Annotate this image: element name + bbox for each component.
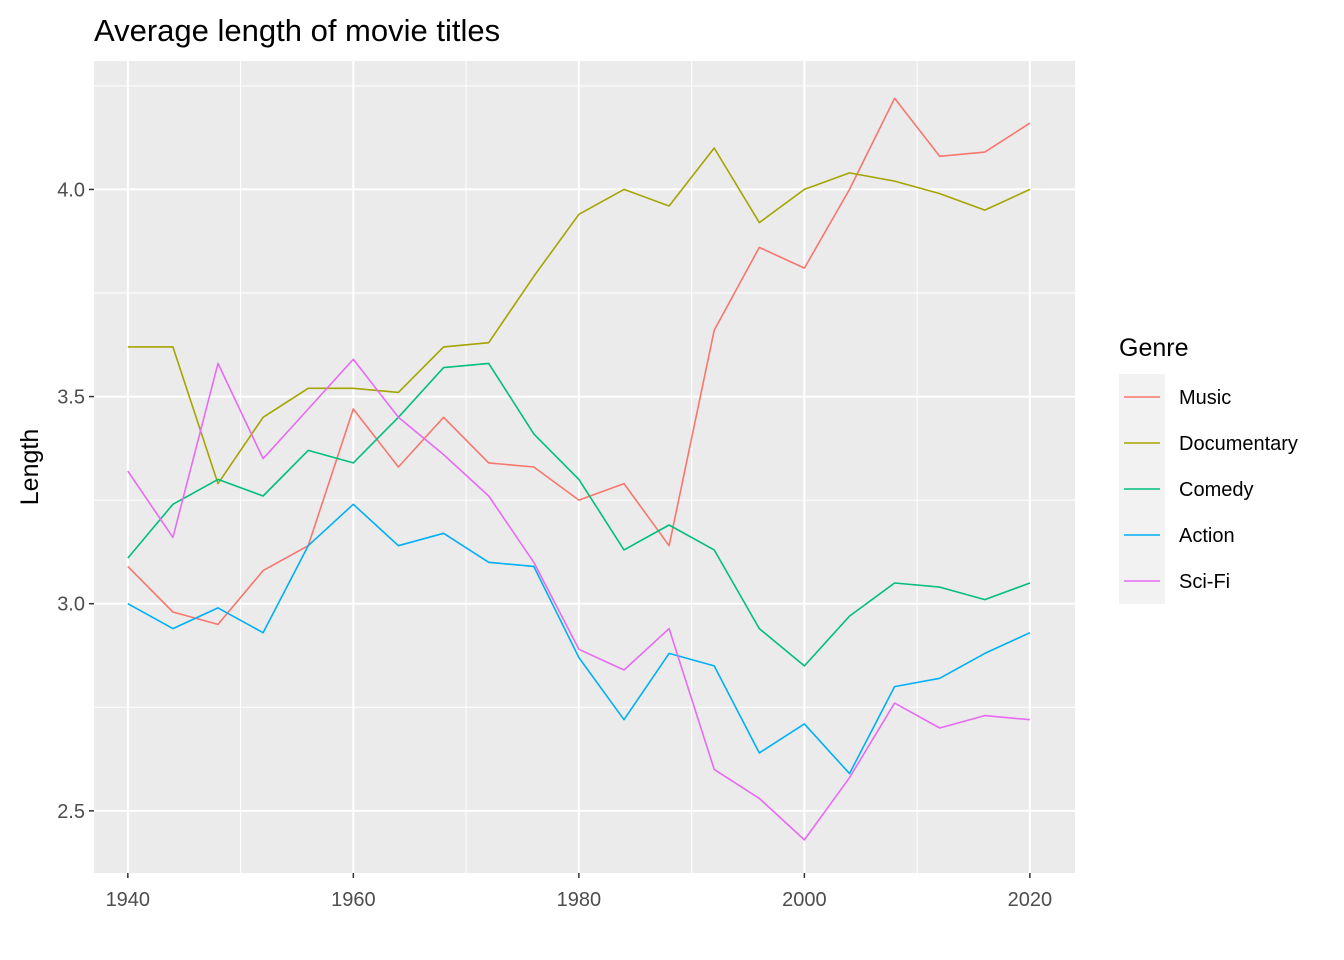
legend-item: Comedy — [1119, 466, 1253, 512]
legend-label: Comedy — [1179, 479, 1253, 501]
x-axis: 1940 1960 1980 2000 2020 — [106, 873, 1053, 911]
plot-panel — [94, 61, 1075, 873]
legend-item: Sci-Fi — [1119, 558, 1230, 604]
legend-item: Music — [1119, 374, 1231, 420]
legend-item: Documentary — [1119, 420, 1298, 466]
x-tick-label: 1980 — [557, 889, 602, 911]
y-axis: 2.5 3.0 3.5 4.0 — [57, 179, 94, 823]
legend-label: Action — [1179, 525, 1235, 547]
y-tick-label: 2.5 — [57, 801, 85, 823]
legend-title: Genre — [1119, 334, 1188, 362]
series-line-action — [127, 503, 1031, 775]
legend-item: Action — [1119, 512, 1235, 558]
x-tick-label: 1940 — [106, 889, 151, 911]
legend-label: Music — [1179, 387, 1231, 409]
minor-gridlines — [94, 61, 1075, 873]
series-line-documentary — [127, 147, 1031, 485]
series-lines — [127, 97, 1031, 841]
legend-label: Documentary — [1179, 433, 1298, 455]
series-line-music — [127, 97, 1031, 626]
x-tick-label: 2020 — [1008, 889, 1053, 911]
legend-label: Sci-Fi — [1179, 571, 1230, 593]
chart-title: Average length of movie titles — [94, 13, 500, 48]
x-tick-label: 2000 — [782, 889, 827, 911]
series-line-comedy — [127, 362, 1031, 667]
y-tick-label: 3.5 — [57, 387, 85, 409]
legend: Genre Music Documentary Comedy Action Sci-Fi — [1119, 334, 1298, 604]
x-tick-label: 1960 — [331, 889, 376, 911]
y-tick-label: 4.0 — [57, 179, 85, 201]
series-line-sci-fi — [127, 358, 1030, 841]
y-axis-label: Length — [16, 429, 44, 505]
major-gridlines — [94, 61, 1075, 873]
y-tick-label: 3.0 — [57, 594, 85, 616]
